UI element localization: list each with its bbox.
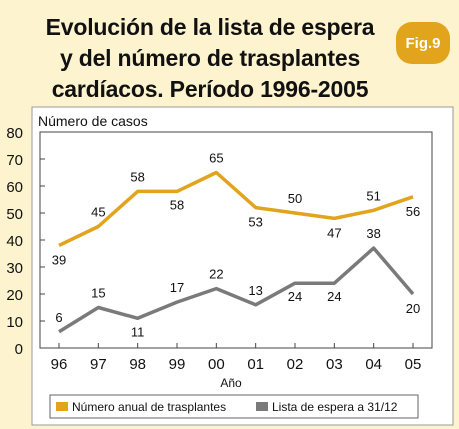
y-axis-label: Número de casos: [38, 113, 148, 129]
data-label-lista-espera: 15: [91, 286, 105, 301]
y-tick-label: 50: [6, 206, 23, 223]
y-tick-label: 70: [6, 152, 23, 169]
x-tick-label: 99: [169, 356, 186, 373]
data-label-trasplantes: 65: [209, 151, 223, 166]
data-label-trasplantes: 58: [170, 197, 184, 212]
data-label-trasplantes: 47: [327, 225, 341, 240]
data-label-lista-espera: 22: [209, 267, 223, 282]
legend-label-trasplantes: Número anual de trasplantes: [72, 400, 226, 414]
data-label-trasplantes: 56: [406, 204, 420, 219]
data-label-lista-espera: 24: [327, 289, 341, 304]
chart-panel: [31, 106, 454, 426]
x-tick-label: 98: [129, 356, 146, 373]
data-label-lista-espera: 24: [288, 289, 302, 304]
x-tick-label: 96: [51, 356, 68, 373]
data-label-lista-espera: 38: [366, 226, 380, 241]
x-tick-label: 03: [326, 356, 343, 373]
series-line-lista-espera: [58, 246, 415, 334]
data-label-trasplantes: 39: [52, 252, 66, 267]
series-line-trasplantes: [58, 170, 414, 247]
y-tick-label: 0: [15, 341, 23, 358]
data-label-lista-espera: 13: [248, 283, 262, 298]
y-tick-label: 10: [6, 314, 23, 331]
data-label-trasplantes: 53: [248, 215, 262, 230]
legend-swatch-trasplantes: [56, 402, 68, 411]
x-tick-label: 05: [405, 356, 422, 373]
data-label-lista-espera: 17: [170, 280, 184, 295]
y-tick-label: 40: [6, 233, 23, 250]
y-tick-label: 20: [6, 287, 23, 304]
data-label-trasplantes: 58: [130, 169, 144, 184]
figure-badge: Fig.9: [396, 22, 450, 64]
data-label-trasplantes: 50: [288, 191, 302, 206]
x-tick-label: 04: [365, 356, 382, 373]
y-tick-label: 30: [6, 260, 23, 277]
x-tick-label: 00: [208, 356, 225, 373]
legend-label-lista-espera: Lista de espera a 31/12: [272, 400, 398, 414]
legend-box: [49, 394, 419, 419]
chart-title-line-1: Evolución de la lista de espera: [45, 14, 375, 40]
x-tick-label: 97: [90, 356, 107, 373]
x-axis-label: Año: [220, 376, 242, 390]
data-label-trasplantes: 51: [366, 188, 380, 203]
x-tick-label: 02: [287, 356, 304, 373]
chart-title-line-2: y del número de trasplantes: [59, 45, 361, 71]
data-label-lista-espera: 11: [131, 324, 145, 339]
data-label-lista-espera: 20: [406, 301, 420, 316]
x-tick-label: 01: [247, 356, 264, 373]
data-label-trasplantes: 45: [91, 205, 105, 220]
y-tick-label: 80: [6, 125, 23, 142]
chart-title-line-3: cardíacos. Período 1996-2005: [51, 76, 369, 102]
data-label-lista-espera: 6: [55, 310, 62, 325]
legend-swatch-lista-espera: [256, 402, 268, 411]
y-tick-label: 60: [6, 179, 23, 196]
